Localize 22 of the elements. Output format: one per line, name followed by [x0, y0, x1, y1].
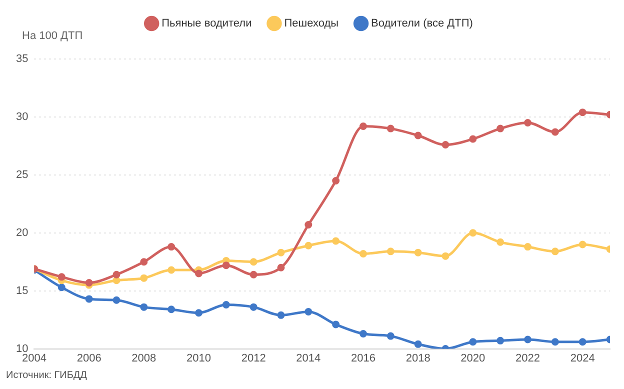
x-tick-label: 2022 — [516, 352, 540, 364]
x-tick-label: 2004 — [22, 352, 46, 364]
y-tick-label: 35 — [16, 53, 28, 66]
x-tick-label: 2024 — [570, 352, 595, 364]
legend-label: Пешеходы — [284, 18, 339, 30]
x-tick-label: 2006 — [76, 352, 102, 364]
x-tick-label: 2008 — [132, 352, 156, 364]
text: Источник: ГИБДД — [6, 370, 87, 381]
y-tick-label: 30 — [16, 110, 28, 123]
x-tick-label: 2014 — [296, 352, 321, 364]
legend-label: Водители (все ДТП) — [371, 18, 473, 30]
x-tick-label: 2010 — [186, 352, 211, 364]
y-axis-title: На 100 ДТП — [22, 30, 83, 42]
y-tick-label: 15 — [16, 284, 28, 297]
x-tick-label: 2012 — [241, 352, 266, 364]
x-tick-label: 2018 — [406, 352, 430, 364]
y-tick-label: 25 — [16, 168, 28, 181]
y-tick-label: 20 — [16, 226, 28, 239]
y-tick-label: 10 — [16, 342, 28, 355]
x-tick-label: 2020 — [460, 352, 486, 364]
legend-label: Пьяные водители — [162, 18, 252, 30]
x-tick-label: 2016 — [351, 352, 376, 364]
